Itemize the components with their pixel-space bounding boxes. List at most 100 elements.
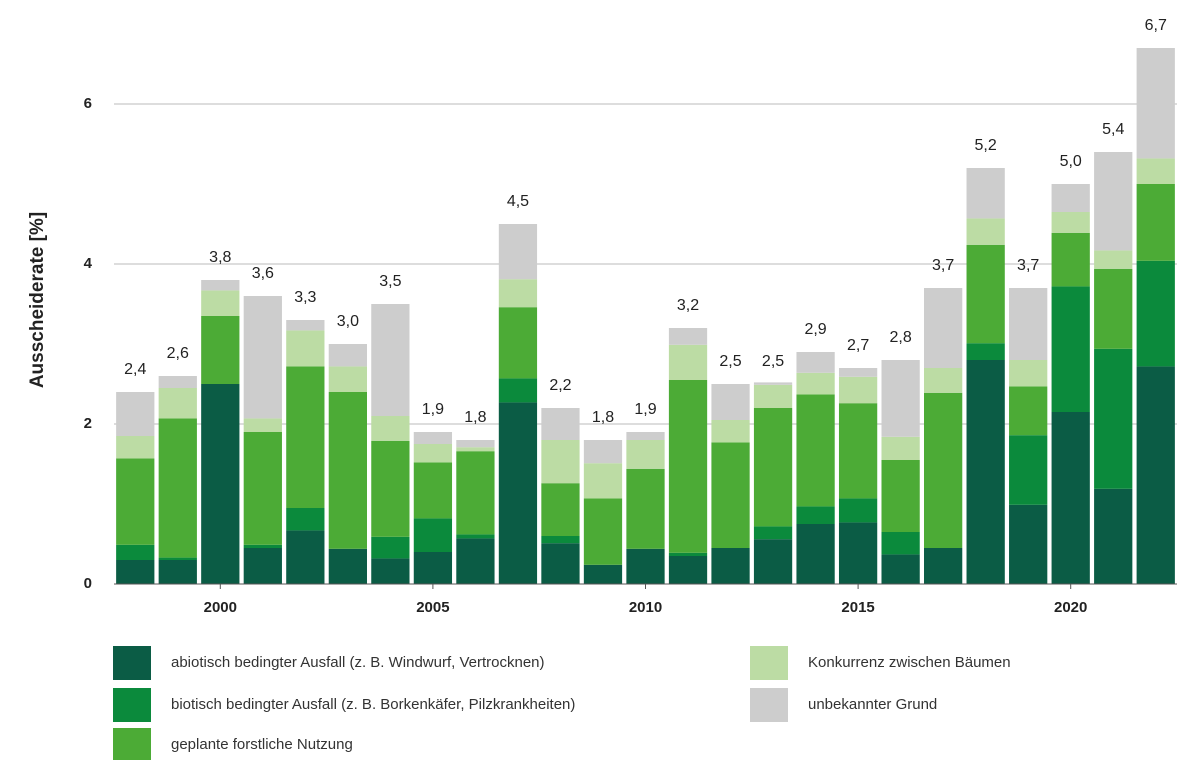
total-label: 3,7 xyxy=(932,257,954,274)
x-tick-label: 2010 xyxy=(629,599,662,616)
legend-label: Konkurrenz zwischen Bäumen xyxy=(808,654,1011,671)
bar-segment xyxy=(201,384,240,584)
bar-segment xyxy=(1094,152,1133,251)
bar-segment xyxy=(1009,386,1048,436)
bar-segment xyxy=(1009,435,1048,505)
bar-segment xyxy=(498,378,538,403)
bar-segment xyxy=(838,376,878,404)
bar-segment xyxy=(1136,184,1175,261)
bar-segment xyxy=(753,539,793,584)
bar-segment xyxy=(116,436,155,459)
bar-segment xyxy=(116,392,155,436)
bar-segment xyxy=(1094,348,1133,489)
bar-segment xyxy=(243,296,282,419)
bar-segment xyxy=(753,382,793,385)
bar-segment xyxy=(881,532,920,555)
x-tick-label: 2005 xyxy=(416,599,449,616)
bar-segment xyxy=(456,447,495,452)
total-label: 6,7 xyxy=(1145,17,1167,34)
bar-segment xyxy=(541,408,580,440)
bar-segment xyxy=(158,418,197,558)
legend-swatch xyxy=(113,646,151,680)
bar-segment xyxy=(1009,288,1048,360)
bar-segment xyxy=(158,557,197,560)
bar-segment xyxy=(456,451,495,535)
bar-segment xyxy=(116,544,155,560)
bar-segment xyxy=(711,384,750,420)
bar-segment xyxy=(966,343,1005,360)
bar-segment xyxy=(328,366,367,392)
bar-segment xyxy=(286,330,325,367)
bar-segment xyxy=(1051,286,1090,412)
bar-segment xyxy=(243,548,282,584)
bar-segment xyxy=(541,483,580,536)
bar-segment xyxy=(626,548,665,584)
x-tick-label: 2015 xyxy=(841,599,874,616)
bar-segment xyxy=(1009,360,1048,387)
total-label: 5,4 xyxy=(1102,121,1124,138)
bar-segment xyxy=(924,288,963,368)
bar-segment xyxy=(1136,366,1175,584)
bar-segment xyxy=(881,554,920,584)
bar-segment xyxy=(583,440,623,464)
bar-segment xyxy=(201,316,240,384)
y-tick-label: 0 xyxy=(84,575,92,592)
bar-segment xyxy=(711,442,750,548)
bar-segment xyxy=(838,498,878,523)
bar-segment xyxy=(498,402,538,584)
bar-segment xyxy=(243,544,282,548)
bar-segment xyxy=(583,564,623,584)
bar-segment xyxy=(753,526,793,540)
total-label: 1,9 xyxy=(634,401,656,418)
bar-segment xyxy=(966,244,1005,344)
legend-swatch xyxy=(750,688,788,722)
bar-segment xyxy=(796,524,835,584)
bar-segment xyxy=(286,508,325,531)
bar-segment xyxy=(1094,268,1133,349)
bar-segment xyxy=(413,462,453,519)
bar-segment xyxy=(201,280,240,291)
total-label: 2,4 xyxy=(124,361,146,378)
bar-segment xyxy=(1051,212,1090,233)
bar-segment xyxy=(838,368,878,377)
total-label: 3,5 xyxy=(379,273,401,290)
bar-segment xyxy=(413,432,453,444)
legend-swatch xyxy=(750,646,788,680)
bar-segment xyxy=(541,543,580,584)
total-label: 2,9 xyxy=(804,321,826,338)
bar-segment xyxy=(626,432,665,440)
total-label: 2,5 xyxy=(762,353,784,370)
bar-segment xyxy=(456,534,495,539)
bar-segment xyxy=(1009,504,1048,584)
total-label: 1,8 xyxy=(464,409,486,426)
bar-segment xyxy=(626,468,665,549)
legend-label: abiotisch bedingter Ausfall (z. B. Windw… xyxy=(171,654,545,671)
total-label: 2,2 xyxy=(549,377,571,394)
bar-segment xyxy=(924,368,963,393)
bar-segment xyxy=(668,552,708,556)
bar-segment xyxy=(286,530,325,584)
bar-segment xyxy=(1051,412,1090,584)
bar-segment xyxy=(1094,488,1133,584)
bar-segment xyxy=(1136,158,1175,184)
bar-segment xyxy=(1051,232,1090,287)
bar-segment xyxy=(541,440,580,484)
y-axis-label: Ausscheiderate [%] xyxy=(27,212,48,388)
legend-swatch xyxy=(113,728,151,760)
bar-segment xyxy=(116,458,155,545)
bar-segment xyxy=(371,558,410,584)
bar-segment xyxy=(116,560,155,584)
bar-segment xyxy=(924,548,963,584)
bar-segment xyxy=(328,548,367,584)
legend-swatch xyxy=(113,688,151,722)
total-label: 3,6 xyxy=(252,265,274,282)
bar-segment xyxy=(711,548,750,584)
bar-segment xyxy=(413,552,453,584)
bar-segment xyxy=(371,440,410,537)
bar-segment xyxy=(838,403,878,499)
bar-segment xyxy=(328,392,367,549)
total-label: 4,5 xyxy=(507,193,529,210)
total-label: 5,0 xyxy=(1060,153,1082,170)
bar-segment xyxy=(1136,48,1175,159)
